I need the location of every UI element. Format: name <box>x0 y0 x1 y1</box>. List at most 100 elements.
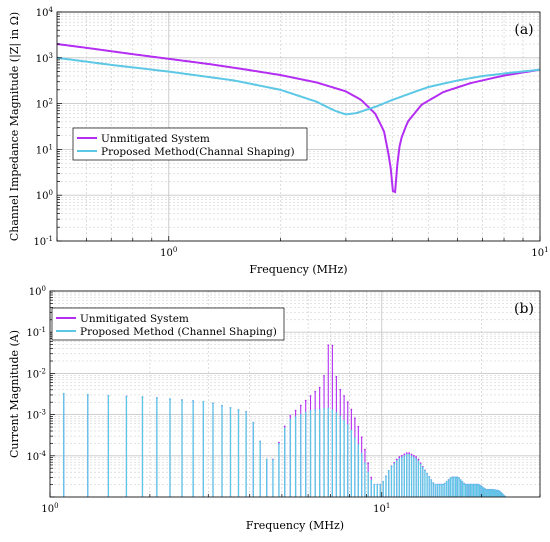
stem-marker-unmitigated <box>339 388 342 391</box>
stem-marker-proposed <box>141 396 144 399</box>
stem-marker-proposed <box>463 482 465 485</box>
stem-marker-unmitigated <box>346 401 349 404</box>
panel-b-tag: (b) <box>514 301 534 317</box>
series-line-unmitigated <box>56 43 541 194</box>
panel-b-y-tick-label: 100 <box>29 285 46 298</box>
stem-marker-proposed <box>456 476 459 479</box>
stem-marker-unmitigated <box>278 441 280 444</box>
stem-marker-proposed <box>318 409 321 411</box>
panel-b-x-tick-label: 100 <box>41 502 58 515</box>
stem-marker-proposed <box>410 455 413 458</box>
stem-marker-proposed <box>400 456 403 459</box>
stem-marker-proposed <box>395 460 398 463</box>
panel-b-y-axis-label: Current Magnitude (A) <box>8 330 21 458</box>
stem-marker-unmitigated <box>327 344 330 347</box>
panel-b-y-tick-label: 10-1 <box>26 326 46 339</box>
stem-marker-proposed <box>428 476 431 478</box>
stem-marker-proposed <box>501 493 504 495</box>
panel-a-legend-box <box>72 127 308 161</box>
panel-a-series <box>56 43 541 194</box>
stem-marker-proposed <box>466 483 469 486</box>
panel-a-y-axis-label: Channel Impedance Magnitude (|Z| in Ω) <box>8 12 22 241</box>
stem-marker-unmitigated <box>304 399 307 402</box>
stem-marker-proposed <box>436 483 439 486</box>
stem-marker-unmitigated <box>403 453 406 456</box>
stem-marker-unmitigated <box>370 476 373 479</box>
stem-marker-unmitigated <box>299 404 302 407</box>
stem-marker-proposed <box>299 413 302 416</box>
stem-marker-unmitigated <box>294 409 297 412</box>
panel-a-y-tick-label: 103 <box>36 52 53 65</box>
stem-marker-proposed <box>237 409 240 411</box>
stem-marker-unmitigated <box>398 456 401 458</box>
stem-marker-proposed <box>373 483 376 486</box>
stem-marker-proposed <box>278 442 280 445</box>
stem-marker-proposed <box>390 465 393 468</box>
panel-a-x-axis-label: Frequency (MHz) <box>249 263 347 276</box>
panel-a-legend: Unmitigated System Proposed Method(Chann… <box>72 127 308 161</box>
stem-marker-proposed <box>459 479 462 482</box>
stem-marker-proposed <box>181 399 183 401</box>
stem-marker-proposed <box>387 469 390 472</box>
stem-marker-proposed <box>498 490 501 493</box>
stem-marker-proposed <box>343 419 345 422</box>
stem-marker-unmitigated <box>395 458 398 461</box>
panel-a-y-tick-label: 102 <box>36 98 53 111</box>
stem-marker-proposed <box>272 459 274 461</box>
stem-marker-proposed <box>438 483 441 486</box>
stem-marker-proposed <box>192 400 194 402</box>
stem-marker-proposed <box>364 462 366 465</box>
series-line-proposed <box>56 56 541 116</box>
stem-marker-unmitigated <box>360 436 363 439</box>
stem-marker-unmitigated <box>417 458 420 461</box>
panel-a-y-tick-label: 101 <box>36 143 53 156</box>
stem-marker-proposed <box>379 483 382 486</box>
stem-marker-proposed <box>289 418 292 421</box>
stem-marker-proposed <box>485 488 488 491</box>
stem-marker-unmitigated <box>367 462 370 465</box>
stem-marker-unmitigated <box>318 386 321 389</box>
stem-marker-proposed <box>229 407 232 409</box>
stem-marker-proposed <box>304 411 307 414</box>
stem-marker-proposed <box>125 395 128 398</box>
stem-marker-proposed <box>403 455 406 458</box>
stem-marker-unmitigated <box>412 454 415 457</box>
stem-marker-proposed <box>350 429 353 432</box>
stem-marker-proposed <box>424 469 426 472</box>
stem-marker-proposed <box>360 452 363 455</box>
stem-marker-proposed <box>357 444 360 446</box>
stem-marker-proposed <box>376 483 379 486</box>
panel-b-x-axis-label: Frequency (MHz) <box>246 519 344 532</box>
impedance-panel: 100 101 10-1 100 101 102 103 104 Frequency (MHz… <box>8 6 549 276</box>
stem-marker-proposed <box>323 408 325 410</box>
stem-marker-unmitigated <box>408 452 411 455</box>
stem-marker-proposed <box>252 421 255 424</box>
panel-a-y-tick-label: 100 <box>36 189 53 202</box>
stem-marker-proposed <box>382 480 385 483</box>
panel-a-frame <box>56 11 541 242</box>
panel-b-series <box>62 344 506 498</box>
stem-marker-proposed <box>221 404 223 407</box>
stem-marker-unmitigated <box>309 395 312 397</box>
stem-marker-proposed <box>412 456 415 459</box>
panel-a-legend-label-unmitigated: Unmitigated System <box>101 133 210 145</box>
stem-marker-proposed <box>405 453 408 456</box>
stem-marker-unmitigated <box>357 425 360 428</box>
stem-marker-proposed <box>479 485 482 488</box>
stem-marker-proposed <box>331 409 334 411</box>
panel-b-y-tick-label: 10-4 <box>26 450 46 463</box>
stem-marker-proposed <box>449 477 452 480</box>
stem-marker-proposed <box>62 392 65 395</box>
stem-marker-proposed <box>385 475 387 478</box>
panel-a-y-tick-label: 10-1 <box>33 235 53 248</box>
stem-marker-proposed <box>107 394 110 397</box>
stem-marker-unmitigated <box>283 425 286 428</box>
stem-marker-proposed <box>452 476 455 479</box>
stem-marker-proposed <box>309 410 312 412</box>
stem-marker-proposed <box>502 494 505 497</box>
stem-marker-unmitigated <box>353 417 356 420</box>
stem-marker-proposed <box>86 393 89 396</box>
stem-marker-proposed <box>408 453 411 456</box>
stem-marker-unmitigated <box>405 452 408 455</box>
